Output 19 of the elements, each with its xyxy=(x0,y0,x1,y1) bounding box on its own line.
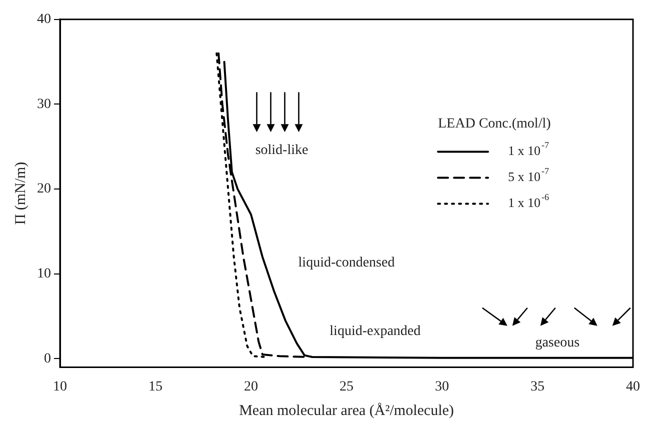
legend-title: LEAD Conc.(mol/l) xyxy=(438,116,552,132)
x-tick-label: 10 xyxy=(53,379,67,394)
x-tick-label: 40 xyxy=(626,379,640,394)
y-tick-label: 30 xyxy=(37,96,51,112)
x-tick-label: 15 xyxy=(148,379,162,394)
x-tick-label: 30 xyxy=(435,379,449,394)
y-tick-label: 40 xyxy=(37,12,51,28)
x-tick-label: 35 xyxy=(530,379,544,394)
x-axis-title: Mean molecular area (Å²/molecule) xyxy=(239,402,454,419)
annotation: solid-like xyxy=(255,142,308,158)
y-axis-title: Π (mN/m) xyxy=(12,162,29,225)
y-tick-label: 20 xyxy=(37,182,51,197)
y-tick-label: 10 xyxy=(37,266,51,282)
x-tick-label: 20 xyxy=(244,379,258,394)
annotation: liquid-expanded xyxy=(330,324,421,340)
x-tick-label: 25 xyxy=(340,379,354,394)
annotation: gaseous xyxy=(535,336,580,351)
y-tick-label: 0 xyxy=(44,351,51,366)
annotation: liquid-condensed xyxy=(298,256,395,271)
